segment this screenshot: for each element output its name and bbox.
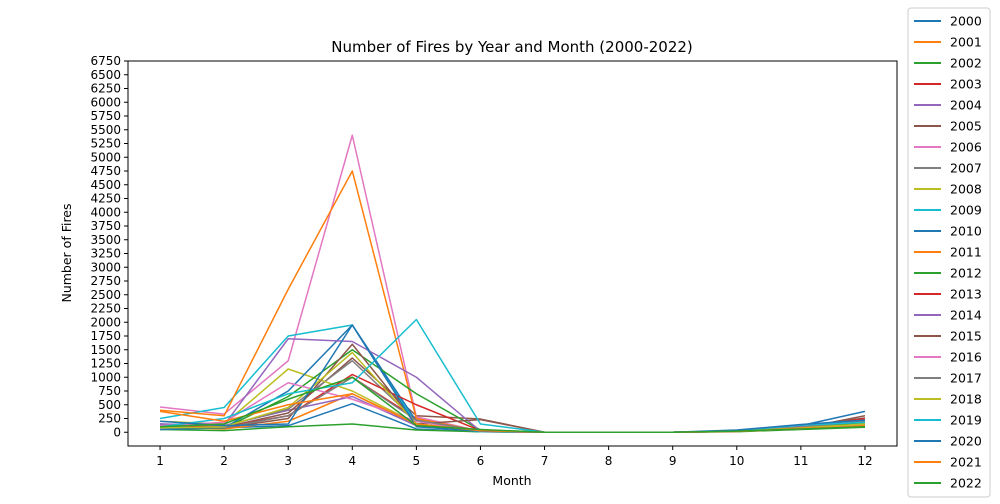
plot-frame — [127, 60, 898, 447]
legend-box — [907, 7, 991, 498]
y-axis-label: Number of Fires — [59, 203, 74, 302]
y-tick-label: 5500 — [90, 123, 121, 137]
chart-title: Number of Fires by Year and Month (2000-… — [331, 38, 693, 56]
y-tick-label: 5000 — [90, 150, 121, 164]
legend-label: 2002 — [950, 56, 982, 71]
x-axis: 1 2 3 4 5 6 7 8 9 10 11 12 — [156, 446, 873, 468]
y-tick-label: 2500 — [90, 288, 121, 302]
y-tick-label: 1250 — [90, 357, 121, 371]
legend-label: 2022 — [950, 476, 982, 491]
legend-label: 2009 — [950, 203, 982, 218]
y-tick-label: 4000 — [90, 205, 121, 219]
x-tick-label: 8 — [605, 454, 613, 468]
y-tick-label: 3000 — [90, 260, 121, 274]
legend-label: 2012 — [950, 266, 982, 281]
y-tick-label: 4250 — [90, 192, 121, 206]
y-tick-label: 0 — [113, 425, 121, 439]
legend-label: 2013 — [950, 287, 982, 302]
legend-label: 2004 — [950, 98, 982, 113]
series-line-2011 — [159, 170, 865, 433]
legend-label: 2005 — [950, 119, 982, 134]
legend-label: 2010 — [950, 224, 982, 239]
x-axis-label: Month — [492, 473, 531, 488]
legend: 2000 2001 2002 2003 2004 2005 2006 2007 2008 2009… — [907, 7, 991, 498]
x-tick-label: 3 — [284, 454, 292, 468]
x-tick-label: 4 — [348, 454, 356, 468]
legend-label: 2006 — [950, 140, 982, 155]
x-tick-label: 10 — [729, 454, 744, 468]
legend-label: 2015 — [950, 329, 982, 344]
y-tick-label: 250 — [98, 412, 121, 426]
legend-label: 2000 — [950, 14, 982, 29]
y-tick-label: 2750 — [90, 274, 121, 288]
x-tick-label: 6 — [477, 454, 485, 468]
legend-label: 2017 — [950, 371, 982, 386]
y-tick-label: 4750 — [90, 164, 121, 178]
x-tick-label: 2 — [220, 454, 228, 468]
legend-label: 2021 — [950, 455, 982, 470]
x-tick-label: 5 — [413, 454, 421, 468]
legend-label: 2014 — [950, 308, 982, 323]
legend-label: 2007 — [950, 161, 982, 176]
y-tick-label: 4500 — [90, 178, 121, 192]
x-tick-label: 7 — [541, 454, 549, 468]
y-tick-label: 2000 — [90, 315, 121, 329]
y-tick-label: 500 — [98, 398, 121, 412]
legend-label: 2020 — [950, 434, 982, 449]
legend-label: 2008 — [950, 182, 982, 197]
y-tick-label: 5250 — [90, 137, 121, 151]
legend-label: 2018 — [950, 392, 982, 407]
x-tick-label: 12 — [857, 454, 872, 468]
legend-label: 2001 — [950, 35, 982, 50]
y-tick-label: 750 — [98, 384, 121, 398]
y-tick-label: 6000 — [90, 95, 121, 109]
x-tick-label: 11 — [793, 454, 808, 468]
y-tick-label: 6250 — [90, 82, 121, 96]
y-tick-label: 1750 — [90, 329, 121, 343]
legend-label: 2019 — [950, 413, 982, 428]
y-tick-label: 5750 — [90, 109, 121, 123]
y-tick-label: 3750 — [90, 219, 121, 233]
series-line-2022 — [160, 376, 865, 433]
y-tick-label: 6500 — [90, 68, 121, 82]
x-tick-label: 1 — [156, 454, 164, 468]
plot-lines — [159, 134, 866, 433]
legend-label: 2011 — [950, 245, 982, 260]
y-tick-label: 1500 — [90, 343, 121, 357]
y-tick-label: 2250 — [90, 302, 121, 316]
legend-label: 2003 — [950, 77, 982, 92]
y-axis: 0250500750100012501500175020002250250027… — [90, 54, 128, 439]
y-tick-label: 3500 — [90, 233, 121, 247]
x-tick-label: 9 — [669, 454, 677, 468]
y-tick-label: 3250 — [90, 247, 121, 261]
legend-label: 2016 — [950, 350, 982, 365]
y-tick-label: 1000 — [90, 370, 121, 384]
y-tick-label: 6750 — [90, 54, 121, 68]
